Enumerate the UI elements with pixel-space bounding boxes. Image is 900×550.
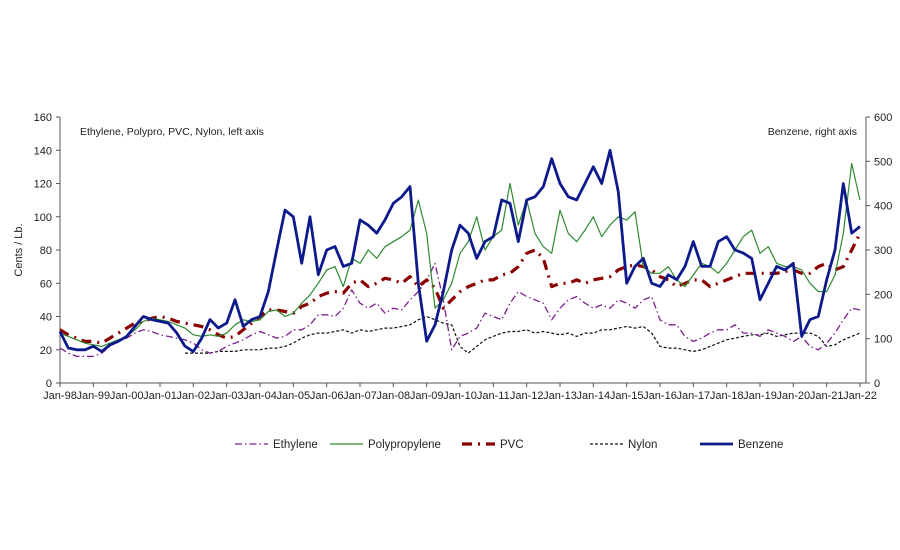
- x-tick-label: Jan-02: [177, 390, 211, 402]
- right-tick-label: 500: [874, 156, 892, 168]
- left-tick-label: 40: [40, 312, 52, 324]
- x-tick-label: Jan-18: [710, 390, 744, 402]
- right-tick-label: 200: [874, 289, 892, 301]
- x-tick-label: Jan-11: [477, 390, 510, 402]
- series-line-nylon: [185, 315, 861, 354]
- x-tick-label: Jan-20: [777, 390, 811, 402]
- series-line-polypropylene: [59, 163, 861, 347]
- right-tick-label: 300: [874, 245, 892, 257]
- legend-label-pvc: PVC: [500, 439, 524, 451]
- series-line-pvc: [59, 232, 862, 345]
- x-tick-label: Jan-12: [510, 390, 544, 402]
- x-tick-label: Jan-04: [243, 390, 277, 402]
- series-layer: [58, 148, 862, 358]
- right-axis-annotation: Benzene, right axis: [768, 126, 857, 138]
- x-tick-label: Jan-22: [843, 390, 877, 402]
- legend-label-polypropylene: Polypropylene: [368, 439, 441, 451]
- left-axis-annotation: Ethylene, Polypro, PVC, Nylon, left axis: [80, 126, 264, 138]
- x-tick-label: Jan-16: [643, 390, 677, 402]
- x-tick-label: Jan-06: [310, 390, 344, 402]
- right-tick-label: 400: [874, 201, 892, 213]
- x-tick-label: Jan-08: [377, 390, 411, 402]
- legend: Ethylene Polypropylene PVC Nylon Benzene: [235, 439, 783, 451]
- axes: 0 20 40 60 80 100 120 140 160 0 100 200 300 400 500 600…: [34, 112, 893, 402]
- left-tick-label: 160: [34, 112, 52, 124]
- x-tick-label: Jan-01: [143, 390, 177, 402]
- series-line-benzene: [58, 148, 861, 353]
- x-tick-label: Jan-99: [77, 390, 111, 402]
- legend-label-ethylene: Ethylene: [273, 439, 318, 451]
- x-tick-label: Jan-00: [110, 390, 144, 402]
- series-line-ethylene: [59, 262, 861, 358]
- x-tick-label: Jan-17: [677, 390, 711, 402]
- x-tick-label: Jan-13: [543, 390, 577, 402]
- left-tick-label: 100: [34, 212, 52, 224]
- x-tick-label: Jan-07: [343, 390, 377, 402]
- x-tick-label: Jan-98: [43, 390, 77, 402]
- x-tick-label: Jan-09: [410, 390, 444, 402]
- left-tick-label: 140: [34, 145, 52, 157]
- x-tick-label: Jan-21: [810, 390, 844, 402]
- x-tick-label: Jan-14: [577, 390, 611, 402]
- y-axis-label: Cents / Lb.: [13, 223, 25, 276]
- x-tick-label: Jan-05: [277, 390, 311, 402]
- left-tick-label: 120: [34, 179, 52, 191]
- x-tick-label: Jan-15: [610, 390, 644, 402]
- right-tick-label: 100: [874, 334, 892, 346]
- x-tick-label: Jan-19: [743, 390, 777, 402]
- right-tick-label: 0: [874, 378, 880, 390]
- left-tick-label: 80: [40, 245, 52, 257]
- right-tick-label: 600: [874, 112, 892, 124]
- legend-label-nylon: Nylon: [628, 439, 657, 451]
- left-tick-label: 0: [46, 378, 52, 390]
- left-tick-label: 20: [40, 345, 52, 357]
- x-tick-label: Jan-03: [210, 390, 244, 402]
- x-tick-label: Jan-10: [443, 390, 477, 402]
- left-tick-label: 60: [40, 278, 52, 290]
- legend-label-benzene: Benzene: [738, 439, 783, 451]
